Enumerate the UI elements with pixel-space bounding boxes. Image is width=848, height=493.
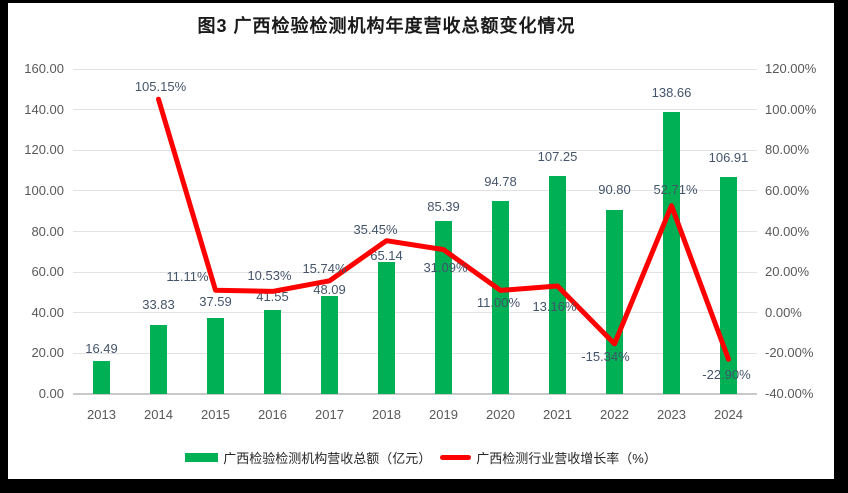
- growth-value-label: 11.00%: [476, 295, 521, 311]
- legend-growth-label: 广西检测行业营收增长率（%）: [476, 450, 657, 466]
- revenue-bar: [207, 317, 224, 394]
- left-axis-tick-label: 60.00: [31, 264, 64, 280]
- growth-value-label: 35.45%: [353, 221, 398, 237]
- right-axis-tick-label: 80.00%: [765, 142, 810, 158]
- right-axis-tick-label: 20.00%: [765, 264, 810, 280]
- growth-value-label: 105.15%: [134, 79, 187, 95]
- x-axis-label: 2022: [600, 407, 629, 422]
- legend-item-revenue: 广西检验检测机构营收总额（亿元）: [185, 448, 431, 467]
- bar-value-label: 94.78: [484, 174, 517, 190]
- chart-legend: 广西检验检测机构营收总额（亿元） 广西检测行业营收增长率（%）: [8, 447, 834, 467]
- bar-value-label: 106.91: [708, 149, 749, 165]
- bar-value-label: 16.49: [85, 340, 118, 356]
- right-axis-tick-label: 0.00%: [765, 304, 802, 320]
- legend-bar-swatch-icon: [185, 452, 219, 462]
- growth-value-label: 52.71%: [653, 181, 698, 197]
- revenue-bar: [720, 176, 737, 394]
- right-axis-tick-label: 100.00%: [765, 101, 817, 117]
- revenue-bar: [321, 296, 338, 394]
- right-axis-tick-label: 120.00%: [765, 61, 817, 76]
- x-axis-label: 2016: [258, 407, 287, 422]
- gridline: [73, 352, 757, 354]
- growth-value-label: 13.16%: [532, 299, 577, 315]
- x-axis-label: 2017: [315, 407, 344, 422]
- right-axis-tick-label: -20.00%: [765, 345, 814, 361]
- x-axis-label: 2019: [429, 407, 458, 422]
- growth-value-label: 10.53%: [247, 268, 292, 284]
- right-axis-tick-label: -40.00%: [765, 386, 814, 401]
- revenue-bar: [378, 261, 395, 394]
- x-axis-label: 2018: [372, 407, 401, 422]
- growth-value-label: -22.90%: [702, 367, 751, 383]
- legend-revenue-label: 广西检验检测机构营收总额（亿元）: [223, 450, 432, 466]
- gridline: [73, 109, 757, 111]
- revenue-bar: [150, 325, 167, 394]
- bar-value-label: 107.25: [537, 149, 578, 165]
- right-axis-tick-label: 60.00%: [765, 182, 810, 198]
- right-axis-tick-label: 40.00%: [765, 223, 810, 239]
- chart-title: 图3 广西检验检测机构年度营收总额变化情况: [197, 16, 576, 36]
- gridline: [73, 68, 757, 70]
- growth-value-label: 15.74%: [302, 260, 347, 276]
- gridline: [73, 312, 757, 314]
- growth-value-label: 11.11%: [166, 269, 209, 285]
- left-axis-tick-label: 20.00: [31, 345, 64, 361]
- x-axis-label: 2023: [657, 407, 686, 422]
- growth-value-label: 31.09%: [423, 259, 468, 275]
- bar-value-label: 138.66: [651, 85, 692, 101]
- growth-value-label: -15.34%: [581, 348, 630, 364]
- left-axis-tick-label: 40.00: [31, 304, 64, 320]
- x-axis-line: [73, 393, 757, 395]
- x-axis-label: 2013: [87, 407, 116, 422]
- chart-canvas: 图3 广西检验检测机构年度营收总额变化情况 0.00 -40.00% 20.00 -2…: [8, 3, 834, 479]
- left-axis-tick-label: 140.00: [24, 101, 64, 117]
- revenue-bar: [264, 309, 281, 394]
- legend-item-growth: 广西检测行业营收增长率（%）: [440, 448, 657, 467]
- gridline: [73, 149, 757, 151]
- left-axis-tick-label: 80.00: [31, 223, 64, 239]
- legend-line-swatch-icon: [440, 454, 472, 460]
- x-axis-label: 2015: [201, 407, 230, 422]
- revenue-bar: [93, 360, 110, 394]
- left-axis-tick-label: 160.00: [24, 61, 64, 76]
- revenue-bar: [663, 112, 680, 394]
- x-axis-label: 2014: [144, 407, 173, 422]
- bar-value-label: 48.09: [313, 282, 346, 298]
- x-axis-label: 2020: [486, 407, 515, 422]
- left-axis-tick-label: 0.00: [38, 386, 64, 401]
- revenue-bar: [435, 220, 452, 394]
- left-axis-tick-label: 120.00: [24, 142, 64, 158]
- bar-value-label: 85.39: [427, 198, 460, 214]
- revenue-bar: [606, 209, 623, 394]
- revenue-bar: [549, 176, 566, 394]
- x-axis-label: 2024: [714, 407, 743, 422]
- left-axis-tick-label: 100.00: [24, 182, 64, 198]
- x-axis-label: 2021: [543, 407, 572, 422]
